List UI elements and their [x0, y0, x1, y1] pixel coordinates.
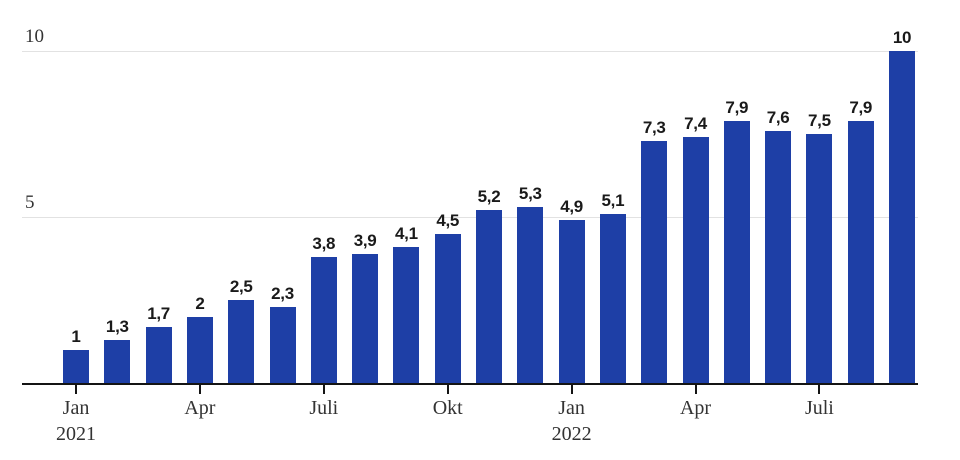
bar-value-label: 7,9 — [725, 97, 749, 117]
bar-value-label: 1 — [71, 326, 81, 346]
bar-value-label: 3,8 — [312, 233, 336, 253]
x-axis-tick-label-line: 2022 — [551, 423, 592, 445]
bar — [393, 246, 420, 383]
bar — [641, 140, 668, 383]
x-axis-tick-label-line: Apr — [679, 397, 712, 419]
bar — [434, 233, 461, 383]
x-axis-tick-label-line: Juli — [309, 397, 339, 419]
x-axis-tick-label-line: Apr — [184, 397, 216, 419]
x-axis-tick-label-line: Jan — [62, 397, 90, 419]
x-axis-line — [22, 383, 918, 385]
bar-value-label: 2 — [195, 293, 205, 313]
bar-value-label: 4,5 — [436, 210, 460, 230]
x-axis-tick-label-line: Jan — [558, 397, 585, 419]
y-axis-tick-label: 10 — [25, 26, 44, 47]
gridline-10 — [22, 51, 918, 52]
bar-value-label: 1,3 — [105, 316, 129, 336]
bar-value-label: 7,9 — [849, 97, 873, 117]
x-axis-tick — [818, 385, 821, 394]
x-axis-tick-label: Jan 2022 — [552, 395, 592, 447]
bar — [228, 300, 255, 383]
gridline-5 — [22, 217, 918, 218]
x-axis-tick — [694, 385, 697, 394]
bar-value-label: 4,9 — [560, 197, 583, 217]
x-axis-tick-label: Okt — [433, 395, 463, 421]
bar-value-label: 4,1 — [395, 223, 418, 243]
x-axis-tick — [446, 385, 449, 394]
y-axis-tick-label: 5 — [25, 192, 35, 213]
bar — [806, 134, 833, 383]
x-axis-tick-label: Juli — [309, 395, 338, 421]
x-axis-tick-label: Juli — [805, 395, 834, 421]
bar — [558, 220, 585, 383]
bar-value-label: 10 — [892, 28, 912, 47]
bar — [145, 326, 172, 383]
bar — [476, 210, 502, 383]
x-axis-tick-label: Jan 2021 — [56, 395, 96, 447]
bar — [63, 349, 89, 383]
bar-value-label: 7,5 — [808, 111, 831, 130]
bar-value-label: 5,3 — [518, 184, 542, 204]
bar-value-label: 2,3 — [271, 283, 294, 303]
bar-value-label: 5,2 — [477, 187, 501, 207]
x-axis-tick — [322, 385, 325, 394]
bar-value-label: 7,6 — [766, 107, 790, 127]
bar — [723, 120, 750, 383]
bar — [269, 306, 296, 383]
bar-value-label: 3,9 — [353, 230, 377, 250]
bar — [352, 253, 379, 383]
bar — [682, 137, 709, 383]
x-axis-tick-label: Apr — [184, 395, 215, 421]
bar — [104, 339, 131, 383]
x-axis-tick-label: Apr — [680, 395, 711, 421]
x-axis-tick-label-line: Juli — [804, 397, 834, 419]
bar-value-label: 5,1 — [601, 190, 625, 210]
x-axis-tick — [198, 385, 201, 394]
bar — [847, 120, 874, 383]
x-axis-tick-label-line: Okt — [432, 397, 463, 419]
bar — [889, 51, 915, 383]
bar-value-label: 7,3 — [642, 117, 666, 137]
bar — [517, 207, 544, 383]
bar-value-label: 7,4 — [684, 114, 707, 134]
bar — [186, 316, 213, 383]
bar-value-label: 1,7 — [147, 303, 170, 323]
x-axis-tick — [570, 385, 573, 394]
bar — [310, 256, 337, 383]
x-axis-tick — [75, 385, 77, 394]
bar — [599, 213, 626, 383]
bar — [765, 130, 792, 383]
x-axis-tick-label-line: 2021 — [56, 423, 96, 445]
bar-value-label: 2,5 — [229, 277, 253, 296]
